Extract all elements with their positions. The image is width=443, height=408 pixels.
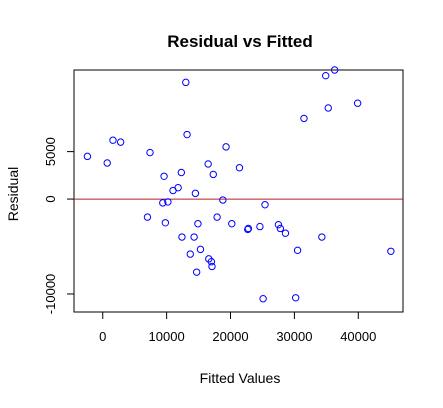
data-point [293, 246, 302, 255]
data-point [159, 199, 167, 207]
x-tick-label: 40000 [340, 329, 376, 344]
chart-title: Residual vs Fitted [167, 32, 312, 51]
data-point [324, 104, 332, 112]
data-point [387, 247, 395, 255]
data-points [83, 66, 395, 303]
y-tick-label: 5000 [43, 137, 58, 166]
data-point [208, 262, 216, 271]
data-point [318, 233, 326, 241]
data-point [207, 258, 216, 266]
data-point [281, 229, 290, 237]
data-point [164, 198, 172, 206]
data-point [182, 78, 190, 87]
data-point [109, 136, 117, 144]
data-point [276, 224, 285, 233]
data-point [274, 220, 283, 229]
x-tick-label: 20000 [212, 329, 248, 344]
x-tick-label: 0 [99, 329, 106, 344]
data-point [300, 114, 308, 123]
plot-frame [73, 69, 404, 313]
data-point [183, 130, 191, 139]
x-tick-label: 30000 [276, 329, 312, 344]
data-point [192, 268, 201, 276]
y-axis-label: Residual [5, 167, 21, 221]
data-point [213, 213, 221, 221]
x-axis-label: Fitted Values [200, 370, 281, 386]
data-point [244, 225, 252, 234]
data-point [174, 183, 182, 192]
data-point [259, 295, 267, 303]
data-point [191, 189, 200, 198]
data-point [330, 66, 339, 74]
data-point [146, 148, 154, 157]
data-point [194, 220, 202, 228]
data-point [261, 201, 269, 209]
x-axis: 0 10000 20000 30000 40000 [99, 311, 376, 344]
data-point [161, 219, 170, 227]
data-point [219, 196, 227, 204]
data-point [196, 245, 205, 254]
data-point [186, 250, 194, 258]
data-point [143, 213, 152, 221]
data-point [116, 138, 125, 146]
data-point [103, 159, 111, 167]
data-point [291, 294, 300, 302]
data-point [178, 233, 186, 241]
x-tick-label: 10000 [149, 329, 185, 344]
data-point [222, 143, 230, 151]
data-point [204, 160, 212, 168]
data-point [228, 220, 236, 228]
y-tick-label: -10000 [43, 274, 58, 314]
data-point [177, 168, 186, 177]
data-point [256, 222, 264, 231]
data-point [83, 152, 92, 161]
data-point [209, 170, 217, 179]
data-point [244, 224, 253, 233]
data-point [190, 233, 198, 241]
y-tick-label: 0 [43, 195, 58, 202]
data-point [353, 99, 362, 107]
y-axis: -10000 0 5000 [43, 137, 75, 314]
data-point [235, 164, 244, 172]
data-point [160, 172, 168, 180]
data-point [322, 71, 330, 80]
